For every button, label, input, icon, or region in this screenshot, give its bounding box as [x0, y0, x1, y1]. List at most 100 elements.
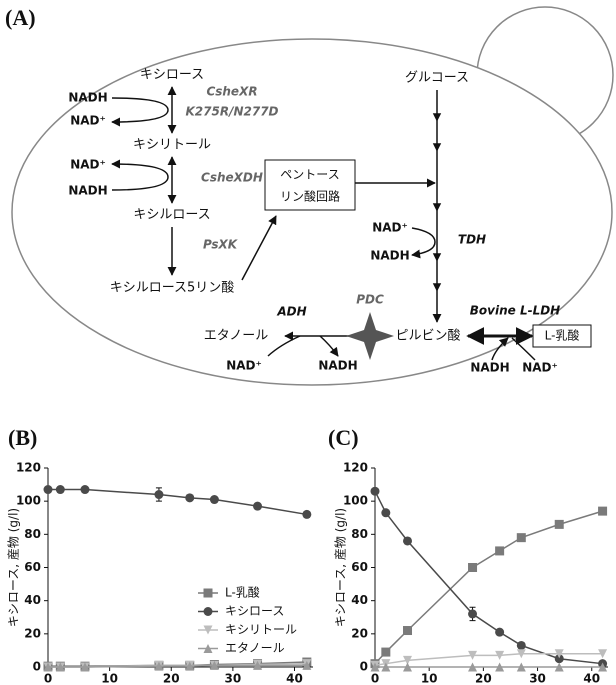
cofactor: NAD⁺	[372, 221, 408, 235]
point	[554, 654, 564, 664]
point	[55, 485, 65, 495]
point	[43, 485, 53, 495]
y-tick-label: 40	[24, 593, 41, 607]
point	[370, 662, 380, 672]
y-tick-label: 60	[24, 560, 41, 574]
point	[554, 649, 564, 659]
legend-label: キシリトール	[225, 623, 297, 637]
enzyme: Bovine L-LDH	[470, 304, 560, 318]
cofactor: NADH	[370, 249, 409, 263]
metabolite: ピルビン酸	[395, 329, 460, 344]
cofactor: NAD⁺	[226, 359, 262, 373]
point	[468, 563, 478, 572]
legend-label: エタノール	[225, 641, 285, 655]
y-tick-label: 0	[360, 660, 368, 674]
arrows	[111, 86, 536, 360]
point	[495, 662, 505, 672]
enzyme: ADH	[276, 305, 306, 319]
x-tick-label: 30	[529, 672, 546, 685]
legend-label: キシロース	[225, 604, 284, 618]
y-tick-label: 0	[33, 660, 41, 674]
series-line	[374, 510, 603, 665]
diagram: (A) キシロース NADH NAD⁺ CsheXR K275R/N277D キ…	[5, 5, 614, 386]
enzyme: PDC	[356, 293, 384, 307]
metabolite: L-乳酸	[545, 328, 580, 343]
point	[516, 662, 526, 672]
series-line	[374, 490, 603, 665]
enzyme: PsXK	[203, 238, 239, 252]
point	[381, 508, 391, 518]
knockout-star	[346, 312, 394, 360]
y-tick-label: 100	[343, 494, 368, 508]
point	[598, 662, 608, 672]
enzyme: TDH	[458, 233, 486, 247]
point	[381, 662, 391, 672]
x-tick-label: 40	[583, 672, 600, 685]
point	[495, 546, 505, 556]
point	[403, 655, 413, 665]
pathway: ペントース	[280, 168, 339, 182]
point	[154, 490, 164, 500]
point	[495, 650, 505, 660]
point	[381, 647, 391, 657]
point	[598, 506, 608, 516]
point	[370, 486, 380, 496]
x-tick-label: 20	[475, 672, 492, 685]
point	[185, 661, 195, 671]
point	[516, 640, 526, 650]
point	[598, 649, 608, 659]
x-tick-label: 40	[286, 672, 303, 685]
series-line	[374, 652, 603, 667]
point	[468, 662, 478, 672]
metabolite: キシリトール	[133, 138, 211, 153]
cofactor: NAD⁺	[70, 158, 106, 172]
metabolite: キシルロース	[133, 208, 210, 223]
x-tick-label: 30	[225, 672, 242, 685]
point	[468, 650, 478, 660]
y-tick-label: 40	[351, 593, 368, 607]
point	[80, 485, 90, 495]
y-tick-label: 20	[24, 626, 41, 640]
point	[554, 662, 564, 672]
x-tick-label: 20	[163, 672, 180, 685]
x-tick-label: 0	[44, 672, 52, 685]
point	[185, 493, 195, 503]
point	[516, 649, 526, 659]
legend-label: L-乳酸	[225, 585, 260, 600]
point	[55, 662, 65, 672]
x-tick-label: 0	[371, 672, 379, 685]
panel-label: (C)	[328, 425, 359, 450]
product-box	[532, 324, 592, 348]
point	[516, 533, 526, 543]
cell	[11, 38, 613, 386]
point	[403, 536, 413, 546]
point	[253, 501, 263, 511]
point	[203, 625, 213, 635]
point	[154, 661, 164, 671]
y-tick-label: 20	[351, 626, 368, 640]
point	[302, 660, 312, 670]
point	[302, 509, 312, 519]
y-tick-label: 60	[351, 560, 368, 574]
point	[203, 588, 213, 598]
y-tick-label: 120	[343, 461, 368, 475]
metabolite: キシルロース5リン酸	[110, 281, 235, 296]
cofactor: NADH	[470, 361, 509, 375]
y-tick-label: 100	[16, 494, 41, 508]
point	[203, 644, 213, 653]
pathway-box	[264, 159, 356, 211]
point	[403, 662, 413, 672]
cofactor: NAD⁺	[70, 114, 106, 128]
charts: (B)020406080100120010203040Time (h)キシロース…	[6, 425, 608, 685]
cofactor: NADH	[318, 359, 357, 373]
metabolite: エタノール	[204, 329, 269, 344]
point	[80, 662, 90, 672]
panel-label: (B)	[8, 425, 37, 450]
cofactor: NAD⁺	[522, 361, 558, 375]
y-axis-label: キシロース, 産物 (g/l)	[6, 508, 21, 627]
point	[403, 626, 413, 636]
point	[203, 607, 213, 616]
enzyme: CsheXDH	[201, 171, 263, 185]
x-tick-label: 10	[421, 672, 438, 685]
